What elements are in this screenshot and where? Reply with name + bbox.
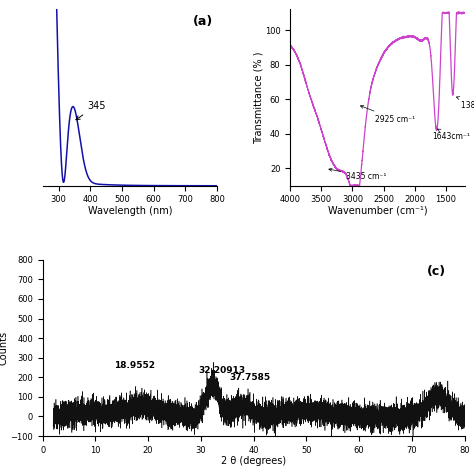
- Text: (c): (c): [427, 265, 446, 278]
- Text: 32.20913: 32.20913: [198, 366, 246, 375]
- Text: 345: 345: [76, 100, 106, 120]
- Text: 1643cm⁻¹: 1643cm⁻¹: [432, 129, 470, 141]
- Y-axis label: Counts: Counts: [0, 331, 9, 365]
- Text: 1384 cm⁻¹: 1384 cm⁻¹: [456, 97, 474, 110]
- Text: (a): (a): [192, 15, 213, 28]
- Y-axis label: Transmittance (% ): Transmittance (% ): [253, 51, 264, 144]
- X-axis label: Wavenumber (cm⁻¹): Wavenumber (cm⁻¹): [328, 206, 427, 216]
- Text: 18.9552: 18.9552: [114, 361, 155, 370]
- X-axis label: Wavelength (nm): Wavelength (nm): [88, 206, 172, 216]
- Text: 3435 cm⁻¹: 3435 cm⁻¹: [329, 168, 387, 181]
- Text: 37.7585: 37.7585: [230, 373, 271, 382]
- X-axis label: 2 θ (degrees): 2 θ (degrees): [221, 456, 286, 466]
- Text: 2925 cm⁻¹: 2925 cm⁻¹: [360, 106, 416, 124]
